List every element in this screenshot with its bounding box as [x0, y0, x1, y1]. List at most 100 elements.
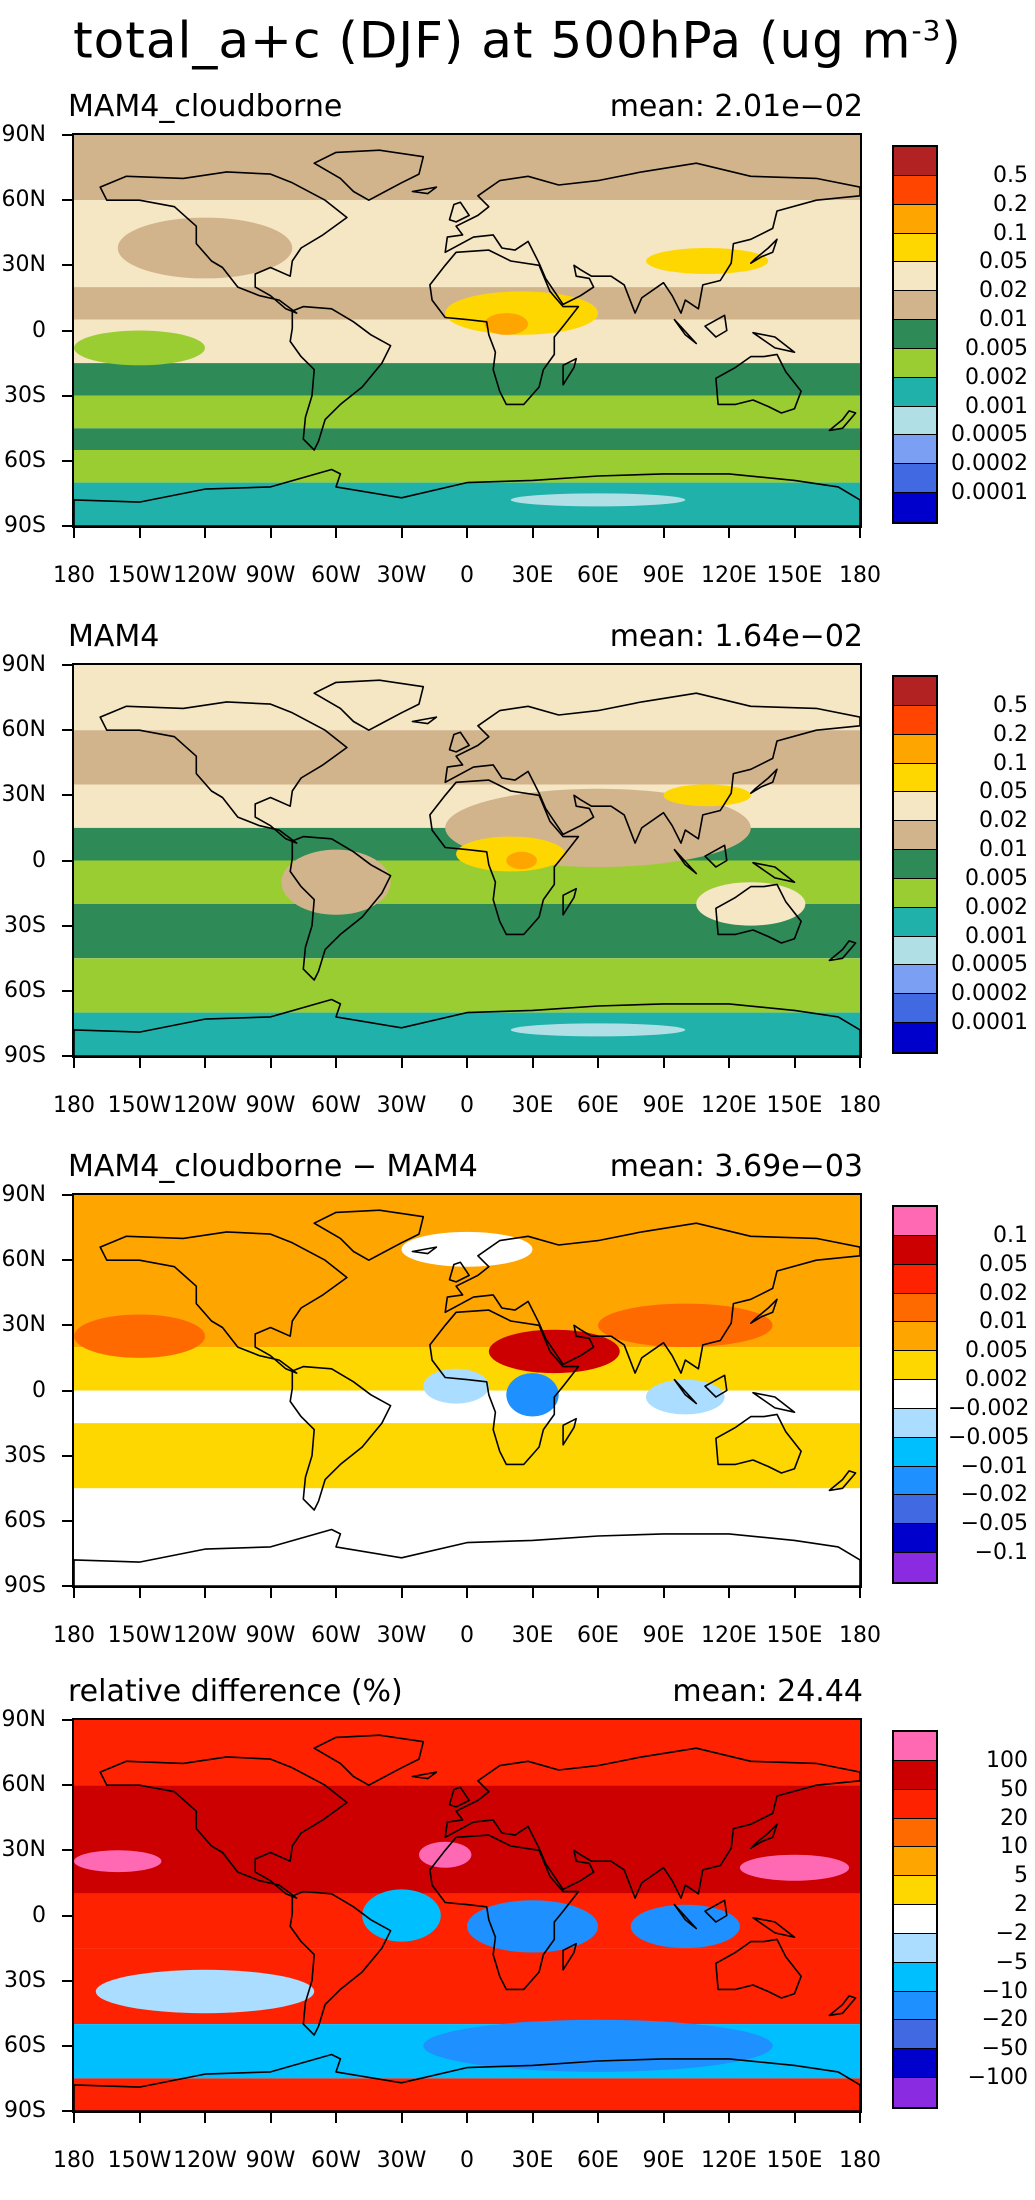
colorbar-label: 5: [1014, 1863, 1028, 1889]
lon-tick: [204, 2113, 206, 2123]
lat-tick: [62, 794, 72, 797]
coastline: [562, 887, 577, 916]
coastline: [715, 353, 802, 414]
lon-tick: [662, 1058, 665, 1068]
lon-tick: [466, 2113, 468, 2123]
lon-tick: [859, 1588, 861, 1598]
colorbar-label: 0.5: [993, 692, 1028, 718]
coastline: [750, 1823, 778, 1849]
colorbar-swatch: [894, 1322, 936, 1352]
lat-tick: [62, 329, 72, 332]
lon-tick: [793, 528, 796, 538]
panel-3: MAM4_cloudborne − MAM4 mean: 3.69e−03 90N 6…: [0, 1149, 1035, 1675]
lon-tick: [335, 1058, 337, 1068]
panel-mean-label: mean: 1.64e−02: [609, 619, 863, 654]
coastline: [673, 1903, 698, 1930]
lon-tick-label: 60E: [577, 1623, 619, 1648]
lon-tick-label: 180: [53, 563, 95, 588]
lon-tick-label: 60W: [311, 1093, 361, 1118]
lat-tick-label: 60N: [1, 187, 46, 213]
lon-tick: [531, 528, 534, 538]
lon-tick: [728, 1588, 730, 1598]
lat-tick-label: 30N: [1, 1312, 46, 1338]
lat-tick-label: 60N: [1, 717, 46, 743]
map-svg: [74, 1195, 860, 1586]
colorbar-swatch: [894, 1818, 936, 1848]
lon-tick-label: 60W: [311, 563, 361, 588]
lon-tick: [400, 1588, 403, 1598]
lon-tick: [466, 1588, 468, 1598]
colorbar-swatch: [894, 1760, 936, 1790]
colorbar-label: 0.005: [965, 1338, 1028, 1364]
colorbar-label: 0.01: [979, 837, 1028, 863]
lon-tick: [597, 1588, 599, 1598]
panel-title: MAM4_cloudborne: [68, 89, 343, 124]
field-blob: [281, 849, 391, 915]
lat-tick: [62, 1194, 72, 1196]
map-plot-area: [72, 1718, 862, 2113]
coastline: [74, 998, 860, 1056]
lat-tick-label: 0: [32, 1377, 46, 1403]
field-blob: [696, 882, 806, 926]
colorbar-label: 0.2: [993, 721, 1028, 747]
lon-tick-label: 0: [460, 563, 474, 588]
colorbar-swatch: [894, 147, 936, 176]
coastline: [444, 692, 860, 844]
coastline: [99, 171, 348, 314]
colorbar-swatch: [894, 1732, 936, 1761]
lon-tick: [204, 528, 206, 538]
coastline: [411, 1771, 438, 1780]
lon-tick: [269, 2113, 272, 2123]
coastline: [444, 1222, 860, 1374]
lon-tick-label: 90W: [245, 563, 296, 588]
colorbar-swatch: [894, 493, 936, 522]
colorbar-swatch: [894, 1466, 936, 1496]
field-band: [74, 730, 860, 785]
colorbar-swatch: [894, 1207, 936, 1236]
field-blob: [506, 1373, 559, 1417]
lat-tick: [62, 394, 72, 397]
lon-tick: [793, 1058, 796, 1068]
lon-tick-label: 180: [53, 2148, 95, 2173]
lon-tick-label: 60E: [577, 563, 619, 588]
lon-tick-label: 30W: [376, 1093, 427, 1118]
lat-tick: [62, 1389, 72, 1392]
lat-tick: [62, 1055, 72, 1057]
lon-tick: [728, 2113, 730, 2123]
lon-tick: [400, 1058, 403, 1068]
field-blob: [510, 493, 686, 507]
lon-tick-label: 150E: [766, 1093, 823, 1118]
colorbar-label: 0.02: [979, 1280, 1028, 1306]
lon-tick: [269, 1058, 272, 1068]
colorbar-swatch: [894, 1553, 936, 1582]
colorbar-label: −0.1: [974, 1540, 1028, 1566]
lat-tick-label: 90N: [1, 122, 46, 147]
coastline: [704, 1899, 728, 1923]
lon-tick: [400, 2113, 403, 2123]
lon-tick: [335, 528, 337, 538]
coastline: [429, 779, 580, 936]
lat-tick: [62, 2044, 72, 2047]
lon-tick-label: 150W: [107, 1623, 172, 1648]
lat-tick-label: 30N: [1, 1837, 46, 1863]
lon-tick-label: 30E: [511, 1623, 554, 1648]
coastline: [750, 238, 778, 264]
lon-tick: [662, 2113, 665, 2123]
lat-tick-label: 90N: [1, 1182, 46, 1207]
colorbar-label: 0.0005: [951, 422, 1028, 448]
lon-tick-label: 0: [460, 1093, 474, 1118]
coastline: [313, 1734, 425, 1786]
panel-4: relative difference (%) mean: 24.44 90N 60N…: [0, 1674, 1035, 2200]
colorbar-label: 0.02: [979, 278, 1028, 304]
colorbar: [892, 1205, 938, 1584]
colorbar-label: 10: [1000, 1834, 1028, 1860]
colorbar-label: 0.1: [993, 750, 1028, 776]
coastline: [562, 357, 577, 386]
coastline: [289, 835, 392, 981]
colorbar-swatch: [894, 348, 936, 378]
lon-tick-label: 150W: [107, 2148, 172, 2173]
colorbar-label: 0.0001: [951, 1010, 1028, 1036]
lon-tick-label: 150W: [107, 563, 172, 588]
figure-title: total_a+c (DJF) at 500hPa (ug m-3): [0, 0, 1035, 72]
lon-tick-label: 60E: [577, 2148, 619, 2173]
